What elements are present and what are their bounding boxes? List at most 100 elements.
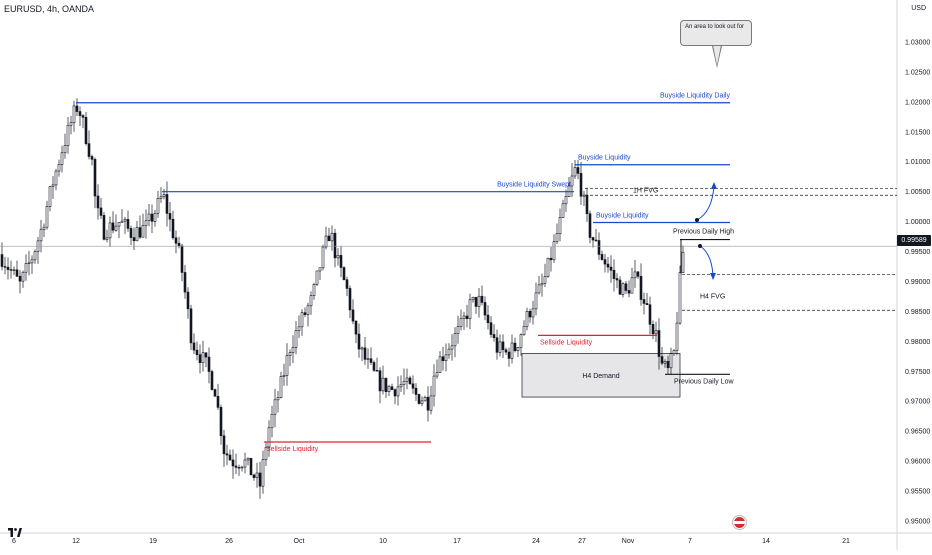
candle-body	[606, 263, 610, 268]
candle-body	[99, 207, 103, 216]
candle-body	[504, 349, 508, 353]
price-tick-label: 1.02500	[905, 69, 930, 76]
candle-body	[276, 397, 280, 401]
candle-body	[378, 370, 382, 392]
candle-body	[279, 376, 283, 398]
candle-body	[477, 295, 481, 307]
candle-body	[495, 337, 499, 353]
candle-body	[147, 213, 151, 222]
candle-body	[360, 347, 364, 350]
time-axis[interactable]: 6 12 19 26 Oct 10 17 24 27 Nov 7 14 21	[12, 538, 850, 545]
candle-body	[600, 254, 604, 260]
price-axis[interactable]: 1.03000 1.02500 1.02000 1.01500 1.01000 1.005…	[905, 39, 930, 525]
price-tick-label: 0.98000	[905, 339, 930, 346]
candle-body	[453, 333, 457, 347]
candle-body	[216, 396, 220, 408]
candle-body	[372, 362, 376, 371]
level-label: Previous Daily High	[673, 229, 734, 236]
candle-body	[558, 217, 562, 235]
level-label: Sellside Liquidity	[266, 446, 319, 453]
candle-body	[69, 122, 73, 126]
time-tick-label: Nov	[622, 538, 635, 545]
candle-body	[6, 266, 10, 270]
candle-body	[78, 111, 82, 116]
candle-body	[3, 266, 7, 268]
candle-body	[9, 269, 13, 271]
candle-body	[528, 311, 532, 318]
candle-body	[0, 254, 4, 267]
candle-body	[459, 318, 463, 327]
candle-body	[381, 377, 385, 392]
candle-body	[342, 267, 346, 281]
candle-body	[93, 159, 97, 197]
level-label: Previous Daily Low	[674, 378, 734, 385]
tradingview-logo-icon[interactable]	[8, 528, 22, 537]
level-label: Buyside Liquidity	[596, 213, 649, 220]
candle-body	[540, 282, 544, 286]
demand-zone-label: H4 Demand	[582, 373, 619, 380]
candle-body	[315, 270, 319, 285]
candle-body	[582, 194, 586, 197]
price-tick-label: 0.97500	[905, 369, 930, 376]
candle-body	[624, 283, 628, 291]
candle-body	[408, 377, 412, 385]
candle-body	[549, 257, 553, 261]
candle-body	[27, 262, 31, 264]
time-tick-label: 19	[149, 538, 157, 545]
candle-body	[396, 386, 400, 397]
candle-body	[162, 194, 166, 198]
candle-body	[573, 167, 577, 177]
candle-body	[369, 358, 373, 363]
candle-body	[435, 372, 439, 377]
candle-body	[423, 396, 427, 402]
annotation-layer: Buyside Liquidity Daily Buyside Liquidity…	[0, 93, 897, 453]
candle-body	[618, 279, 622, 295]
symbol-label[interactable]: EURUSD, 4h, OANDA	[4, 4, 95, 14]
candle-body	[666, 361, 670, 369]
candle-body	[102, 215, 106, 240]
callout-note[interactable]: An area to look out for	[680, 20, 752, 46]
candle-body	[84, 117, 88, 144]
candle-body	[639, 276, 643, 300]
candle-body	[675, 322, 679, 351]
candle-body	[681, 251, 685, 273]
candle-body	[483, 302, 487, 316]
candle-body	[300, 312, 304, 328]
candle-body	[72, 105, 76, 123]
candle-body	[168, 213, 172, 220]
candle-body	[270, 413, 274, 429]
candle-body	[105, 237, 109, 240]
arrow-origin-dot-up	[695, 218, 699, 222]
level-label: Buyside Liquidity Daily	[660, 93, 731, 100]
candle-body	[153, 212, 157, 222]
candle-body	[12, 269, 16, 271]
price-tick-label: 0.97000	[905, 399, 930, 406]
candle-body	[219, 407, 223, 437]
candle-body	[156, 198, 160, 214]
projection-arrow-up	[696, 185, 715, 221]
candle-body	[336, 255, 340, 259]
price-tick-label: 1.03000	[905, 39, 930, 46]
candle-body	[615, 278, 619, 281]
candle-body	[240, 466, 244, 469]
economic-event-flag-icon[interactable]	[733, 516, 746, 529]
candle-body	[546, 257, 550, 277]
candle-body	[462, 315, 466, 319]
candle-body	[348, 288, 352, 311]
candle-body	[654, 330, 658, 335]
candle-body	[273, 399, 277, 415]
candle-body	[516, 347, 520, 351]
price-tick-label: 0.96500	[905, 429, 930, 436]
currency-label: USD	[911, 5, 926, 12]
candle-body	[135, 227, 139, 242]
candle-body	[24, 263, 28, 273]
candle-body	[636, 271, 640, 277]
candle-body	[81, 115, 85, 118]
candle-body	[21, 271, 25, 282]
candle-body	[672, 350, 676, 354]
candle-body	[264, 447, 268, 460]
candle-body	[612, 269, 616, 279]
candle-body	[642, 299, 646, 304]
